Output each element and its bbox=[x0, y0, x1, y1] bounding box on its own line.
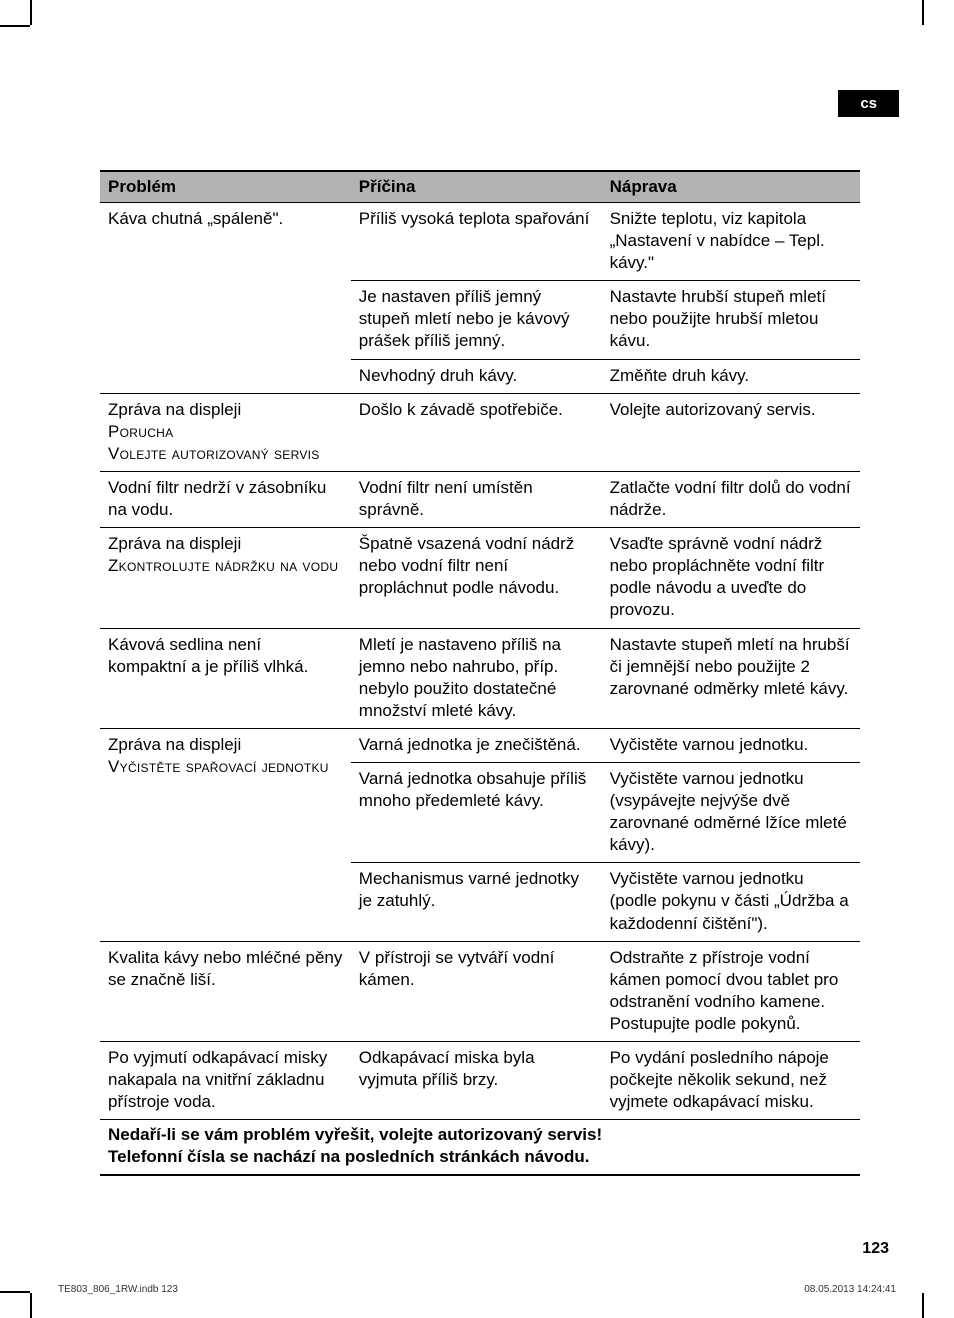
problem-cell: Po vyjmutí odkapávací misky nakapala na … bbox=[100, 1042, 351, 1120]
cause-cell: Je nastaven příliš jemný stupeň mletí ne… bbox=[351, 281, 602, 359]
problem-cell: Zpráva na displejiVyčistěte spařovací je… bbox=[100, 728, 351, 941]
crop-mark bbox=[0, 1291, 30, 1293]
cause-cell: Odkapávací miska byla vyjmuta příliš brz… bbox=[351, 1042, 602, 1120]
crop-mark bbox=[922, 1293, 924, 1318]
col-remedy-header: Náprava bbox=[602, 171, 860, 203]
page-number: 123 bbox=[862, 1240, 889, 1258]
cause-cell: Varná jednotka obsahuje příliš mnoho pře… bbox=[351, 762, 602, 862]
col-problem-header: Problém bbox=[100, 171, 351, 203]
cause-cell: Nevhodný druh kávy. bbox=[351, 359, 602, 393]
crop-mark bbox=[922, 0, 924, 25]
footer-line2: Telefonní čísla se nachází na posledních… bbox=[108, 1147, 590, 1166]
problem-cell: Zpráva na displejiZkontrolujte nádržku n… bbox=[100, 528, 351, 628]
crop-mark bbox=[0, 25, 30, 27]
remedy-cell: Vyčistěte varnou jednotku. bbox=[602, 728, 860, 762]
page-body: Problém Příčina Náprava Káva chutná „spá… bbox=[100, 60, 860, 1176]
problem-cell: Kávová sedlina není kompaktní a je příli… bbox=[100, 628, 351, 728]
cause-cell: Varná jednotka je znečištěná. bbox=[351, 728, 602, 762]
cause-cell: Mletí je nastaveno příliš na jemno nebo … bbox=[351, 628, 602, 728]
troubleshoot-table: Problém Příčina Náprava Káva chutná „spá… bbox=[100, 170, 860, 1176]
cause-cell: Příliš vysoká teplota spařování bbox=[351, 203, 602, 281]
remedy-cell: Vsaďte správně vodní nádrž nebo proplách… bbox=[602, 528, 860, 628]
cause-cell: Špatně vsazená vodní nádrž nebo vodní fi… bbox=[351, 528, 602, 628]
problem-cell: Kvalita kávy nebo mléčné pěny se značně … bbox=[100, 941, 351, 1041]
cause-cell: Došlo k závadě spotřebiče. bbox=[351, 393, 602, 471]
problem-cell: Vodní filtr nedrží v zásobníku na vodu. bbox=[100, 471, 351, 527]
footer-line1: Nedaří-li se vám problém vyřešit, volejt… bbox=[108, 1125, 602, 1144]
remedy-cell: Změňte druh kávy. bbox=[602, 359, 860, 393]
problem-cell: Zpráva na displejiPoruchaVolejte autoriz… bbox=[100, 393, 351, 471]
crop-mark bbox=[30, 0, 32, 25]
problem-cell: Káva chutná „spáleně". bbox=[100, 203, 351, 394]
remedy-cell: Volejte autorizovaný servis. bbox=[602, 393, 860, 471]
remedy-cell: Nastavte stupeň mletí na hrubší či jemně… bbox=[602, 628, 860, 728]
crop-mark bbox=[30, 1293, 32, 1318]
cause-cell: Mechanismus varné jednotky je zatuhlý. bbox=[351, 863, 602, 941]
col-cause-header: Příčina bbox=[351, 171, 602, 203]
remedy-cell: Nastavte hrubší stupeň mletí nebo použij… bbox=[602, 281, 860, 359]
remedy-cell: Vyčistěte varnou jednotku (podle pokynu … bbox=[602, 863, 860, 941]
cause-cell: Vodní filtr není umístěn správně. bbox=[351, 471, 602, 527]
remedy-cell: Snižte teplotu, viz kapitola „Nastavení … bbox=[602, 203, 860, 281]
remedy-cell: Vyčistěte varnou jednotku (vsypávejte ne… bbox=[602, 762, 860, 862]
footer-datetime: 08.05.2013 14:24:41 bbox=[804, 1284, 896, 1295]
remedy-cell: Zatlačte vodní filtr dolů do vodní nádrž… bbox=[602, 471, 860, 527]
remedy-cell: Odstraňte z přístroje vodní kámen pomocí… bbox=[602, 941, 860, 1041]
footer-filename: TE803_806_1RW.indb 123 bbox=[58, 1284, 178, 1295]
remedy-cell: Po vydání posledního nápoje počkejte něk… bbox=[602, 1042, 860, 1120]
table-footer: Nedaří-li se vám problém vyřešit, volejt… bbox=[100, 1120, 860, 1176]
cause-cell: V přístroji se vytváří vodní kámen. bbox=[351, 941, 602, 1041]
